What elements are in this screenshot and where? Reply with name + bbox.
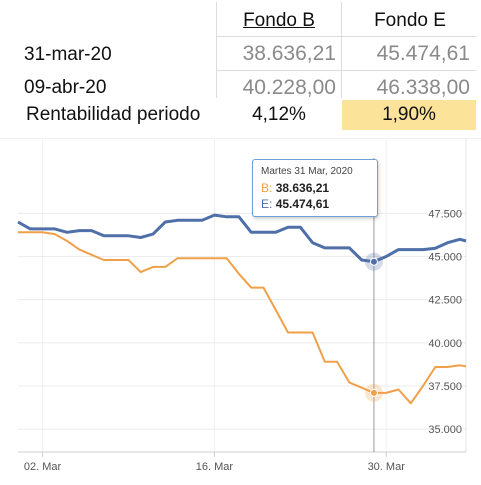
x-tick-label: 30. Mar (368, 461, 406, 473)
table-divider (341, 2, 342, 98)
value-e-date-1: 45.474,61 (376, 42, 470, 65)
header-fondo-e: Fondo E (374, 10, 446, 31)
series-line-b (18, 231, 467, 405)
table-divider (216, 36, 476, 37)
row-label-date-1: 31-mar-20 (24, 44, 112, 65)
chart-tooltip: Martes 31 Mar, 2020 B: 38.636,21 E: 45.4… (252, 159, 378, 217)
series-lines (17, 213, 467, 405)
line-chart[interactable]: 02. Mar 16. Mar 30. Mar 35.000 37.500 40.000… (0, 137, 481, 480)
row-label-rentabilidad: Rentabilidad periodo (26, 104, 201, 125)
series-line-e (17, 213, 467, 264)
x-tick-label: 02. Mar (24, 461, 62, 473)
tooltip-row-e: E: 45.474,61 (261, 197, 329, 211)
y-axis: 35.000 37.500 40.000 42.500 45.000 47.500 (428, 208, 462, 436)
rentabilidad-e: 1,90% (342, 100, 476, 130)
tooltip-value-e: 45.474,61 (275, 197, 330, 211)
x-tick-label: 16. Mar (196, 461, 234, 473)
tooltip-key-b: B: (261, 181, 273, 195)
y-tick-label: 37.500 (428, 381, 462, 393)
tooltip-date: Martes 31 Mar, 2020 (261, 166, 353, 177)
y-tick-label: 45.000 (428, 252, 462, 264)
x-axis: 02. Mar 16. Mar 30. Mar (18, 451, 466, 473)
tooltip-key-e: E: (261, 197, 273, 211)
value-b-date-1: 38.636,21 (242, 42, 336, 65)
table-divider (216, 70, 476, 71)
row-label-date-2: 09-abr-20 (24, 77, 107, 98)
hover-markers (364, 252, 383, 402)
y-tick-label: 35.000 (428, 424, 462, 436)
tooltip-value-b: 38.636,21 (275, 181, 330, 195)
value-b-date-2: 40.228,00 (242, 76, 336, 99)
grid-lines (0, 137, 481, 452)
chart-area: 02. Mar 16. Mar 30. Mar 35.000 37.500 40.000… (0, 137, 481, 480)
y-tick-label: 42.500 (428, 295, 462, 307)
rentabilidad-b: 4,12% (252, 104, 306, 125)
header-fondo-b: Fondo B (243, 10, 315, 31)
hover-point-b (369, 388, 378, 397)
y-tick-label: 47.500 (428, 208, 462, 220)
y-tick-label: 40.000 (428, 338, 462, 350)
table-divider (216, 2, 217, 98)
hover-point-e (369, 257, 378, 266)
tooltip-row-b: B: 38.636,21 (261, 181, 329, 195)
value-e-date-2: 46.338,00 (376, 76, 470, 99)
data-table: Fondo B Fondo E 31-mar-20 38.636,21 45.4… (0, 0, 481, 132)
